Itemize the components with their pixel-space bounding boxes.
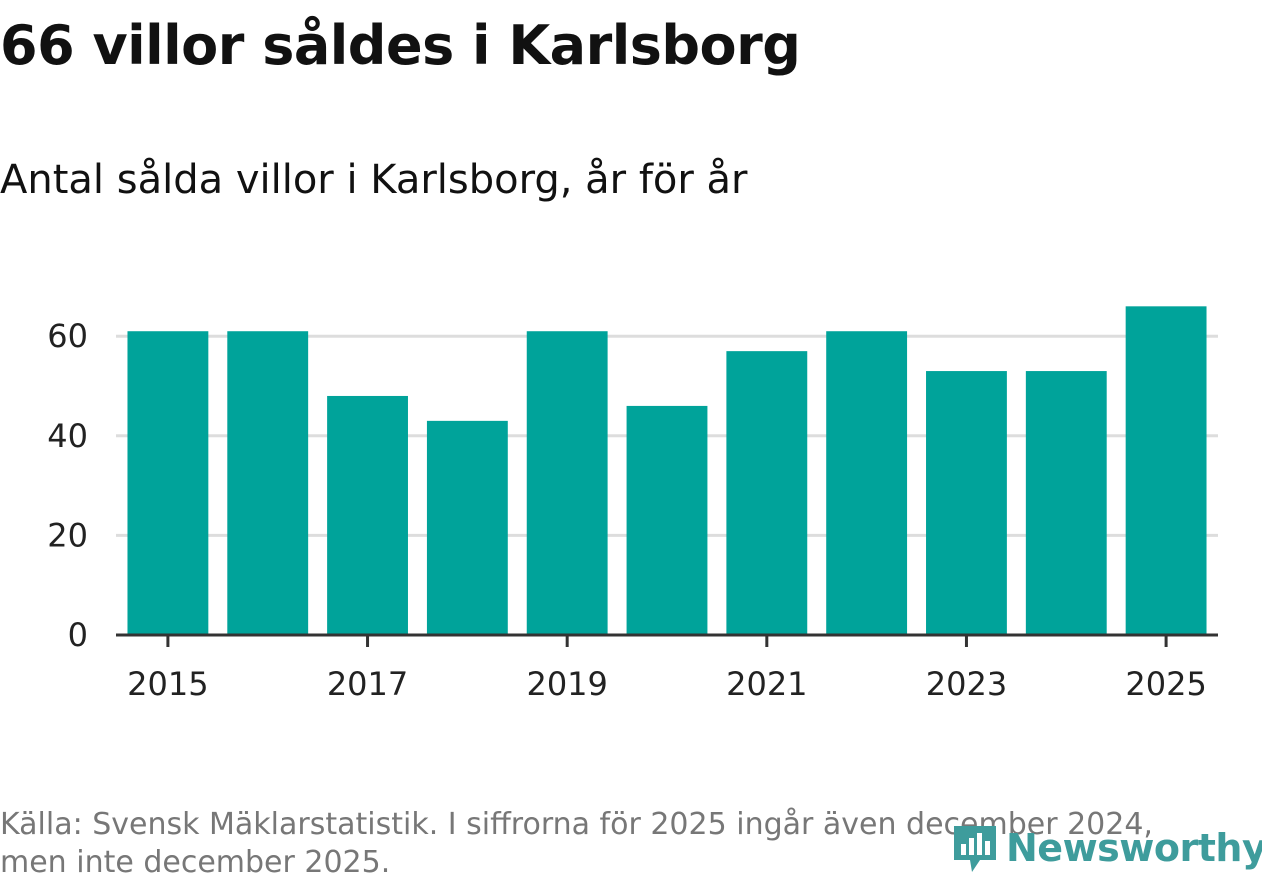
bar-2025: [1125, 306, 1207, 635]
x-tick-label: 2021: [726, 665, 807, 703]
chart-title: 66 villor såldes i Karlsborg: [0, 14, 801, 77]
bar-2019: [526, 331, 608, 635]
bar-2024: [1025, 371, 1107, 635]
newsworthy-logo-text: Newsworthy: [1006, 826, 1262, 870]
bar-2015: [127, 331, 209, 635]
bar-2016: [227, 331, 309, 635]
bar-2018: [426, 420, 508, 635]
bar-2023: [926, 371, 1007, 635]
y-tick-label: 20: [47, 516, 88, 554]
bar-2017: [327, 395, 408, 635]
y-tick-label: 0: [68, 616, 88, 654]
bar-2021: [726, 351, 808, 635]
x-tick-label: 2017: [327, 665, 408, 703]
axes: [116, 633, 1218, 647]
y-tick-label: 40: [47, 417, 88, 455]
bar-2022: [826, 331, 908, 635]
x-tick-label: 2023: [926, 665, 1007, 703]
x-tick-label: 2015: [127, 665, 208, 703]
newsworthy-logo: Newsworthy: [950, 818, 1262, 878]
x-tick-label: 2025: [1125, 665, 1206, 703]
chart-subtitle: Antal sålda villor i Karlsborg, år för å…: [0, 157, 748, 203]
tick-labels: 0 20 40 60 2015 2017 2019 2021 2023 2025: [47, 317, 1207, 703]
bars: [127, 306, 1207, 635]
bar-2020: [626, 405, 708, 635]
x-tick-label: 2019: [526, 665, 607, 703]
bar-chart: 0 20 40 60 2015 2017 2019 2021 2023 2025: [47, 306, 1218, 703]
newsworthy-logo-icon: [954, 826, 996, 872]
y-tick-label: 60: [47, 317, 88, 355]
